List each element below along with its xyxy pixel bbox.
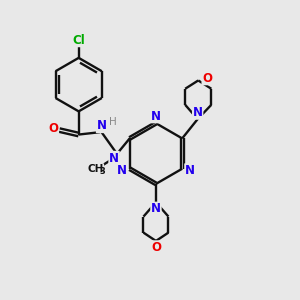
Text: O: O xyxy=(202,72,212,85)
Text: O: O xyxy=(48,122,59,134)
Text: O: O xyxy=(151,241,161,254)
Text: 3: 3 xyxy=(100,167,105,176)
Text: N: N xyxy=(109,152,119,164)
Text: N: N xyxy=(117,164,127,177)
Text: N: N xyxy=(193,106,203,119)
Text: N: N xyxy=(185,164,195,177)
Text: N: N xyxy=(151,110,161,123)
Text: N: N xyxy=(97,119,106,132)
Text: H: H xyxy=(109,117,116,127)
Text: Cl: Cl xyxy=(72,34,85,46)
Text: N: N xyxy=(151,202,161,215)
Text: CH: CH xyxy=(87,164,104,174)
